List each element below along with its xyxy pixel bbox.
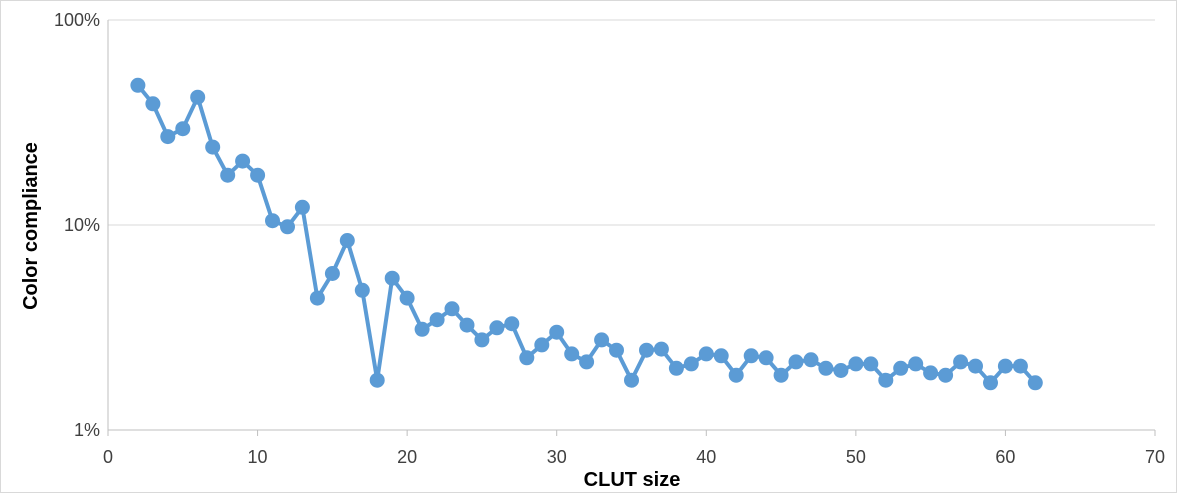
data-point xyxy=(713,348,729,364)
data-point xyxy=(923,365,939,381)
data-point xyxy=(1012,358,1028,374)
y-tick-label: 100% xyxy=(54,10,100,30)
data-point xyxy=(1027,375,1043,391)
data-point xyxy=(728,367,744,383)
data-point xyxy=(758,350,774,366)
data-point xyxy=(309,290,325,306)
data-point xyxy=(220,167,236,183)
data-point xyxy=(788,354,804,370)
data-point xyxy=(519,350,535,366)
x-tick-label: 10 xyxy=(248,447,268,467)
data-point xyxy=(743,348,759,364)
x-tick-label: 70 xyxy=(1145,447,1165,467)
data-point xyxy=(698,346,714,362)
data-point xyxy=(818,360,834,376)
data-point xyxy=(145,96,161,112)
data-point xyxy=(444,301,460,317)
data-point xyxy=(384,270,400,286)
data-point xyxy=(848,356,864,372)
data-point xyxy=(893,360,909,376)
data-point xyxy=(594,332,610,348)
x-tick-label: 30 xyxy=(547,447,567,467)
data-point xyxy=(324,266,340,281)
data-point xyxy=(833,363,849,378)
data-point xyxy=(399,290,415,306)
data-point xyxy=(968,358,983,374)
data-point xyxy=(639,342,654,358)
data-point xyxy=(534,337,550,353)
data-point xyxy=(564,346,580,362)
data-point xyxy=(354,282,370,298)
data-point xyxy=(668,360,684,376)
data-point xyxy=(339,233,355,248)
data-point xyxy=(190,89,206,105)
data-point xyxy=(908,356,924,372)
data-point xyxy=(953,354,969,370)
data-point xyxy=(250,167,266,183)
data-point xyxy=(414,321,430,337)
data-point xyxy=(175,121,191,137)
data-point xyxy=(130,77,146,93)
data-point xyxy=(609,342,624,358)
data-point xyxy=(205,139,221,155)
data-point xyxy=(489,320,505,336)
y-axis-title: Color compliance xyxy=(20,142,42,310)
x-tick-label: 20 xyxy=(397,447,417,467)
data-point xyxy=(294,199,310,215)
data-point xyxy=(429,312,445,328)
data-point xyxy=(983,375,998,391)
data-point xyxy=(863,356,879,372)
data-point xyxy=(803,352,819,368)
data-point xyxy=(938,367,954,383)
data-point xyxy=(878,372,894,388)
series-group xyxy=(130,77,1043,391)
x-tick-label: 50 xyxy=(846,447,866,467)
data-point xyxy=(549,324,565,340)
series-line xyxy=(136,84,1037,385)
axes xyxy=(107,20,1156,436)
data-point xyxy=(369,372,385,388)
tick-labels: 1% 10% 100% 0 10 20 30 40 50 60 70 xyxy=(54,10,1165,467)
data-point xyxy=(160,129,176,145)
data-point xyxy=(653,341,669,357)
data-point xyxy=(504,316,520,332)
data-point xyxy=(624,372,639,388)
data-point xyxy=(683,356,699,372)
x-axis-title: CLUT size xyxy=(584,469,681,491)
x-tick-label: 40 xyxy=(696,447,716,467)
data-point xyxy=(265,213,280,229)
x-tick-label: 0 xyxy=(103,447,113,467)
data-point xyxy=(773,367,789,383)
data-point xyxy=(474,332,490,348)
data-point xyxy=(579,354,595,370)
y-tick-label: 10% xyxy=(64,215,100,235)
y-tick-label: 1% xyxy=(74,420,100,440)
data-point xyxy=(235,153,251,169)
x-tick-label: 60 xyxy=(995,447,1015,467)
data-point xyxy=(459,317,475,333)
data-point xyxy=(280,219,295,235)
data-point xyxy=(997,358,1013,374)
